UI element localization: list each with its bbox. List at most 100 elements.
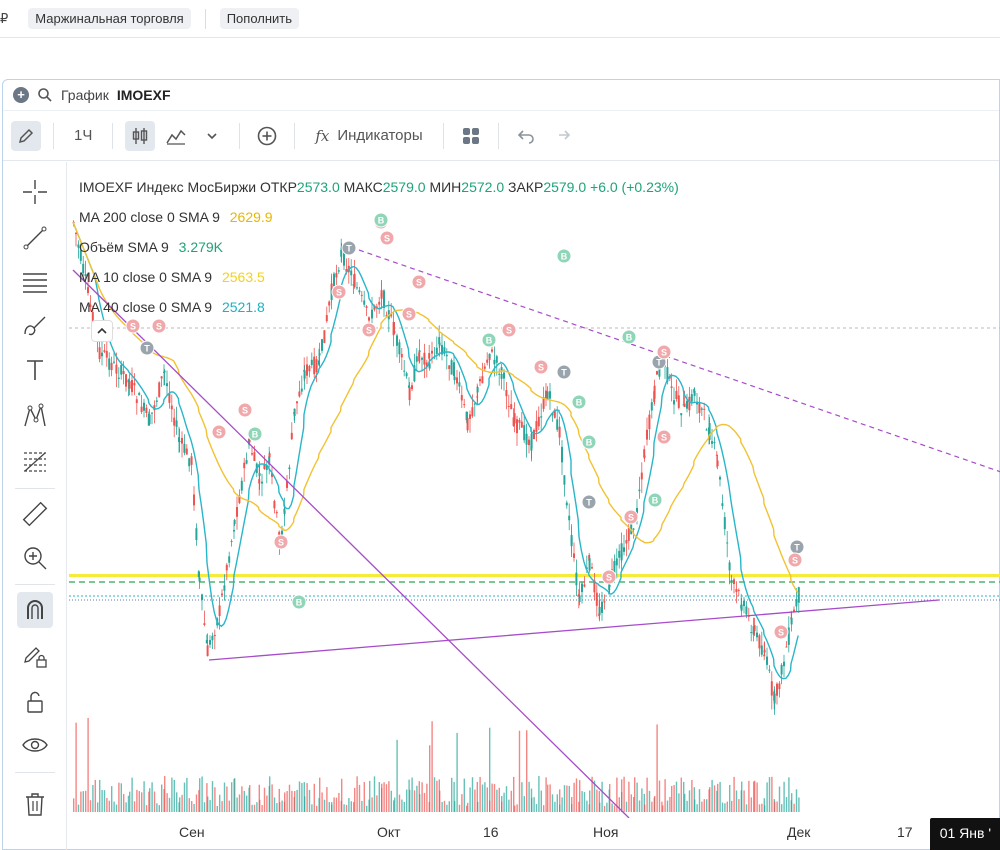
ma10-value: 2563.5 [221,269,265,285]
add-chart-icon[interactable]: + [13,87,29,103]
volume-bar [201,776,203,812]
volume-bar [143,781,145,812]
collapse-legend-button[interactable] [91,320,113,342]
candle-body [158,382,161,397]
candle-body [675,390,678,400]
legend-volume[interactable]: Объём SMA 9 3.279K [79,232,679,262]
trash-icon [26,793,44,816]
candle-body [636,507,638,514]
pattern-tool[interactable] [17,398,53,434]
text-tool[interactable] [17,352,53,388]
volume-bar [616,777,618,812]
time-axis[interactable]: Сен Окт 16 Ноя Дек 17 01 Янв ' [69,818,1000,850]
divider [15,772,55,773]
candle-body [221,593,223,595]
volume-bar [443,800,446,812]
volume-bar [575,778,578,812]
trend-line-tool[interactable] [17,220,53,256]
trade-marker [341,240,357,256]
candle-body [565,502,568,506]
ruler-tool[interactable] [17,496,53,532]
candle-body [133,383,136,386]
candle-body [358,290,361,293]
candle-body [505,390,508,397]
legend-ma40[interactable]: MA 40 close 0 SMA 9 2521.8 [79,292,679,322]
ticker-symbol[interactable]: IMOEXF [116,87,171,103]
volume-bar [118,782,120,812]
volume-bar [253,804,256,812]
crosshair-tool[interactable] [17,174,53,210]
compare-button[interactable] [252,121,282,151]
volume-bar [538,776,540,812]
price-chart[interactable]: SSTBBBTSSSTSBSSSSBSSTBTSBBSTSSSSBS IMOEX… [69,162,1000,850]
volume-bar [164,776,166,812]
layouts-button[interactable] [456,121,486,151]
volume-bar [348,798,350,812]
draw-mode-button[interactable] [11,120,41,151]
volume-bar [234,778,236,812]
trade-marker-label: B [378,216,385,226]
candle-body [700,408,703,410]
candle-body [101,352,103,357]
volume-bar [328,802,330,812]
volume-bar [85,790,87,812]
volume-bar [531,797,533,812]
margin-trading-button[interactable]: Маржинальная торговля [28,8,191,29]
brush-tool[interactable] [17,308,53,344]
volume-bar [92,785,94,812]
legend-ma200[interactable]: MA 200 close 0 SMA 9 2629.9 [79,202,679,232]
volume-bar [680,777,682,812]
lock-drawings-tool[interactable] [17,638,53,674]
x-tick-label: Дек [787,824,811,840]
volume-bar [623,776,625,812]
volume-bar [591,776,593,812]
horizontal-lines-tool[interactable] [17,264,53,300]
volume-bar [521,782,523,812]
undo-button[interactable] [511,121,541,151]
volume-bar [251,804,253,812]
volume-bar [589,790,591,812]
candle-body [128,381,131,389]
candle-body [203,623,206,625]
candle-body [716,460,719,467]
volume-bar [181,794,183,812]
search-icon[interactable] [37,87,53,103]
candle-body [546,391,549,400]
indicators-button[interactable]: fx Индикаторы [307,121,430,151]
volume-bar [223,782,226,812]
volume-bar [138,791,140,812]
volume-bar [628,781,630,812]
volume-bar [661,801,663,812]
candle-body [248,437,251,443]
visibility-tool[interactable] [17,728,53,764]
candlestick-plot[interactable]: SSTBBBTSSSTSBSSSSBSSTBTSBBSTSSSSBS [69,162,1000,818]
candle-body [380,290,383,299]
plus-circle-icon [258,126,277,145]
candle-body [483,366,486,369]
remove-drawings-tool[interactable] [17,786,53,822]
candle-body [283,510,286,515]
fibonacci-tool[interactable] [17,444,53,480]
candle-body [673,400,675,405]
candle-body [730,579,733,582]
candle-body [476,387,479,393]
candle-body [213,634,216,637]
redo-button[interactable] [547,121,577,151]
volume-bar [216,805,218,812]
legend-ma10[interactable]: MA 10 close 0 SMA 9 2563.5 [79,262,679,292]
magnet-tool[interactable] [17,592,53,628]
candle-body [251,453,253,455]
candle-body [723,517,726,530]
unlock-tool[interactable] [17,684,53,720]
volume-bar [489,727,491,812]
interval-button[interactable]: 1Ч [74,127,93,144]
zoom-tool[interactable] [17,540,53,576]
chart-type-dropdown[interactable] [197,121,227,151]
candles-button[interactable] [125,120,156,151]
area-chart-button[interactable] [161,121,191,151]
volume-bar [721,802,724,812]
volume-bar [533,797,535,812]
topup-button[interactable]: Пополнить [219,8,300,29]
candle-body [787,627,790,645]
volume-bar [77,804,80,812]
